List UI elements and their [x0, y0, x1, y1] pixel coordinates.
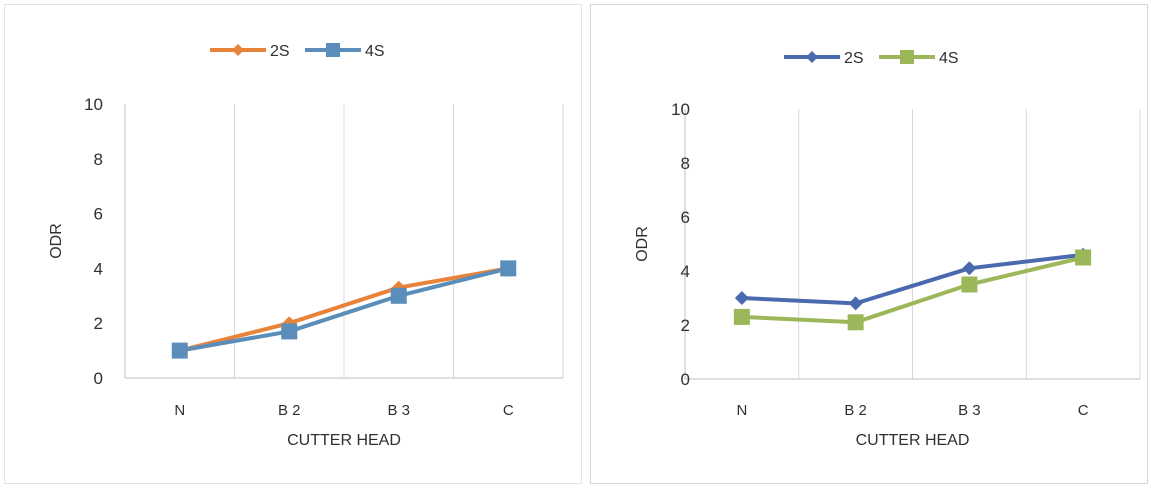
- left-legend-label: 4S: [365, 43, 385, 60]
- left-x-tick-label: C: [503, 402, 514, 419]
- left-x-tick-label: N: [174, 402, 185, 419]
- right-series-line-4s: [739, 255, 1086, 325]
- right-data-point-2s: [962, 261, 977, 276]
- line-chart-left: 0 2 4 6 8 10 N B 2 B 3 C ODR CUTTER HEAD 2S 4S: [48, 43, 564, 449]
- left-legend-marker-icon: [326, 43, 340, 57]
- right-legend-marker-icon: [900, 50, 914, 64]
- right-x-tick-label: C: [1078, 402, 1089, 419]
- left-x-tick-label: B 3: [387, 402, 410, 419]
- left-y-tick-label: 6: [94, 205, 103, 224]
- left-data-point-4s: [171, 342, 188, 359]
- left-x-axis-title: CUTTER HEAD: [287, 432, 401, 449]
- right-y-tick-label: 4: [681, 262, 690, 281]
- right-y-axis-title: ODR: [634, 226, 651, 262]
- right-legend-marker-icon: [806, 51, 818, 63]
- chart-panel-left: 0 2 4 6 8 10 N B 2 B 3 C ODR CUTTER HEAD 2S 4S: [4, 4, 582, 484]
- left-data-point-4s: [500, 260, 517, 277]
- right-y-tick-label: 0: [681, 370, 690, 389]
- left-data-point-4s: [281, 323, 298, 340]
- right-series-line-2s: [739, 252, 1086, 306]
- left-y-tick-label: 2: [94, 314, 103, 333]
- right-x-tick-label: B 2: [844, 402, 867, 419]
- right-x-tick-label: N: [736, 402, 747, 419]
- right-legend-label: 2S: [844, 50, 864, 67]
- right-data-point-4s: [733, 308, 750, 325]
- left-data-point-4s: [390, 287, 407, 304]
- left-legend-label: 2S: [270, 43, 290, 60]
- left-legend-marker-icon: [232, 44, 244, 56]
- right-x-axis-title: CUTTER HEAD: [856, 432, 970, 449]
- right-y-tick-label: 10: [671, 100, 690, 119]
- left-y-tick-label: 0: [94, 369, 103, 388]
- right-y-tick-label: 2: [681, 316, 690, 335]
- right-data-point-2s: [848, 296, 863, 311]
- right-y-tick-label: 8: [681, 154, 690, 173]
- chart-panel-right: 0 2 4 6 8 10 N B 2 B 3 C ODR CUTTER HEAD 2S 4S: [590, 4, 1148, 484]
- left-y-tick-label: 4: [94, 259, 103, 278]
- right-data-point-2s: [734, 291, 749, 305]
- right-x-tick-label: B 3: [958, 402, 981, 419]
- left-series-line-4s: [177, 266, 511, 353]
- left-y-tick-label: 10: [84, 95, 103, 114]
- left-x-tick-label: B 2: [278, 402, 301, 419]
- left-y-axis-title: ODR: [48, 223, 65, 259]
- right-data-point-4s: [847, 314, 864, 331]
- right-y-tick-label: 6: [681, 208, 690, 227]
- line-chart-right: 0 2 4 6 8 10 N B 2 B 3 C ODR CUTTER HEAD 2S 4S: [634, 50, 1141, 449]
- right-legend-label: 4S: [939, 50, 959, 67]
- right-data-point-4s: [961, 276, 978, 293]
- right-data-point-4s: [1075, 249, 1092, 266]
- left-series-line-2s: [177, 266, 511, 353]
- left-y-tick-label: 8: [94, 150, 103, 169]
